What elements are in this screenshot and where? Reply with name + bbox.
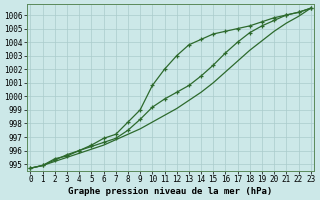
X-axis label: Graphe pression niveau de la mer (hPa): Graphe pression niveau de la mer (hPa) bbox=[68, 187, 273, 196]
